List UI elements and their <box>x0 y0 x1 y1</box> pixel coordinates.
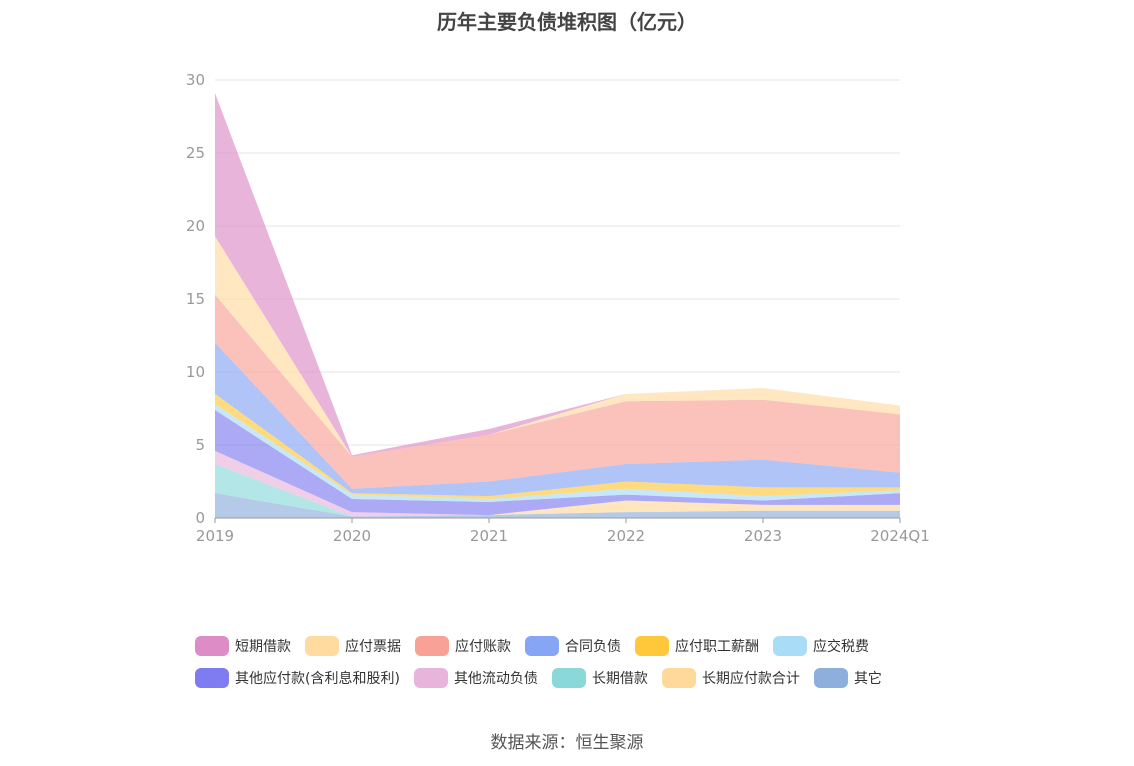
y-tick-label: 30 <box>186 71 205 89</box>
legend-item[interactable]: 应付票据 <box>305 636 401 656</box>
area-series <box>215 493 900 517</box>
legend-swatch <box>415 636 449 656</box>
legend-swatch <box>813 668 848 688</box>
legend-item[interactable]: 其他流动负债 <box>413 668 538 688</box>
legend-label: 其它 <box>853 671 882 687</box>
legend-item[interactable]: 长期应付款合计 <box>661 668 800 688</box>
legend-label: 长期借款 <box>591 671 648 687</box>
legend-row-1: 短期借款 应付票据 应付账款 合同负债 应付职工薪酬 应交税费 <box>195 630 995 662</box>
legend-swatch <box>635 636 669 656</box>
legend-swatch <box>661 668 696 688</box>
legend-item[interactable]: 合同负债 <box>525 636 621 656</box>
legend-swatch <box>525 636 559 656</box>
legend-label: 应付账款 <box>455 639 511 655</box>
area-series <box>215 493 900 518</box>
legend-label: 其他流动负债 <box>453 671 538 687</box>
x-tick-label: 2024Q1 <box>870 527 930 545</box>
y-tick-label: 10 <box>186 363 205 381</box>
legend-swatch <box>305 636 339 656</box>
y-tick-label: 25 <box>186 144 205 162</box>
legend-item[interactable]: 应交税费 <box>773 636 869 656</box>
x-tick-label: 2022 <box>607 527 645 545</box>
legend-item[interactable]: 应付职工薪酬 <box>635 636 759 656</box>
chart-legend: 短期借款 应付票据 应付账款 合同负债 应付职工薪酬 应交税费 其他应付款(含利息和股利)… <box>195 630 995 694</box>
data-source: 数据来源：恒生聚源 <box>490 733 644 753</box>
legend-swatch <box>195 636 229 656</box>
area-series <box>215 409 900 516</box>
legend-item[interactable]: 应付账款 <box>415 636 511 656</box>
x-tick-label: 2021 <box>470 527 508 545</box>
legend-item[interactable]: 其它 <box>813 668 882 688</box>
x-tick-label: 2023 <box>744 527 782 545</box>
legend-swatch <box>551 668 586 688</box>
legend-label: 短期借款 <box>235 639 291 655</box>
y-tick-label: 20 <box>186 217 205 235</box>
legend-item[interactable]: 其他应付款(含利息和股利) <box>195 668 400 688</box>
y-tick-label: 5 <box>195 436 205 454</box>
area-series <box>215 393 900 500</box>
legend-swatch <box>773 636 807 656</box>
legend-label: 应付票据 <box>345 639 401 655</box>
legend-item[interactable]: 短期借款 <box>195 636 291 656</box>
chart-title: 历年主要负债堆积图（亿元） <box>437 10 697 34</box>
x-tick-label: 2020 <box>333 527 371 545</box>
y-tick-label: 0 <box>195 509 205 527</box>
y-tick-label: 15 <box>186 290 205 308</box>
area-series <box>215 342 900 497</box>
legend-label: 应付职工薪酬 <box>675 639 759 655</box>
legend-swatch <box>413 668 448 688</box>
stacked-area-chart: 0 5 10 15 20 25 30 2019 2020 2021 2022 2023 2024Q1 <box>186 71 930 545</box>
legend-label: 合同负债 <box>565 639 621 655</box>
legend-label: 其他应付款(含利息和股利) <box>235 671 400 687</box>
legend-label: 应交税费 <box>813 639 869 655</box>
legend-item[interactable]: 长期借款 <box>551 668 648 688</box>
x-tick-label: 2019 <box>196 527 234 545</box>
legend-swatch <box>195 668 229 688</box>
area-series <box>215 294 900 489</box>
legend-row-2: 其他应付款(含利息和股利) 其他流动负债 长期借款 长期应付款合计 其它 <box>195 662 995 694</box>
legend-label: 长期应付款合计 <box>701 671 800 687</box>
